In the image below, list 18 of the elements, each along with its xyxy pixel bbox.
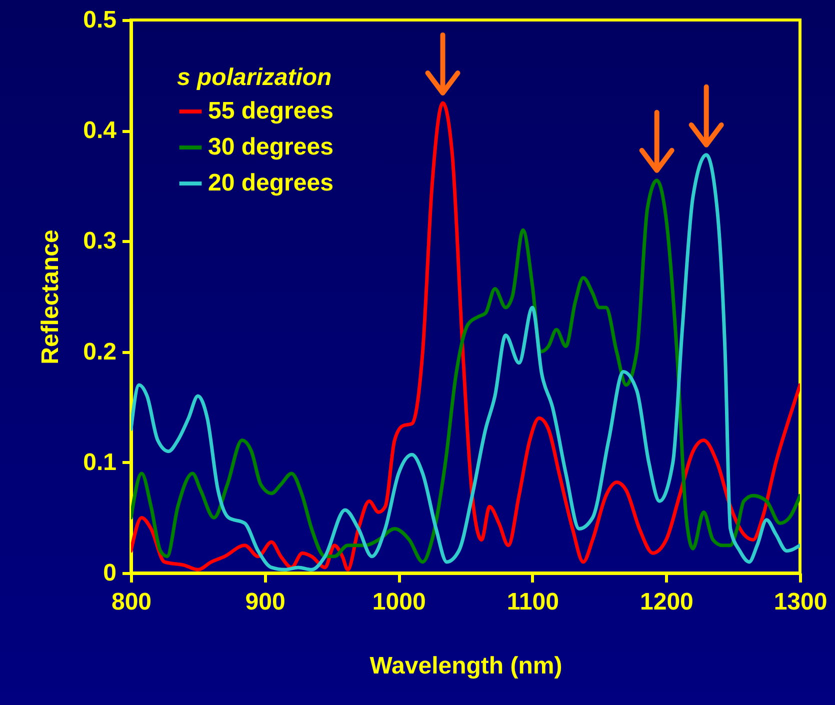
y-tick-label: 0.5 [83, 6, 116, 34]
y-tick-label: 0.4 [83, 117, 118, 144]
x-tick-label: 1200 [640, 588, 694, 616]
legend-label: 55 degrees [208, 98, 334, 124]
legend-title: s polarization [177, 64, 332, 91]
y-tick-label: 0 [103, 560, 116, 586]
x-axis-title: Wavelength (nm) [370, 652, 562, 680]
x-tick-label: 1000 [372, 588, 426, 616]
x-tick-label: 800 [111, 588, 152, 616]
y-tick-label: 0.1 [83, 448, 116, 476]
x-tick-label: 1100 [506, 588, 559, 616]
y-tick-label: 0.3 [83, 228, 116, 255]
x-tick-label: 1300 [774, 588, 828, 616]
y-axis-title: Reflectance [37, 230, 64, 364]
x-tick-label: 900 [245, 588, 286, 616]
legend-label: 20 degrees [208, 170, 334, 196]
y-tick-label: 0.2 [83, 338, 116, 366]
legend-label: 30 degrees [208, 134, 334, 160]
